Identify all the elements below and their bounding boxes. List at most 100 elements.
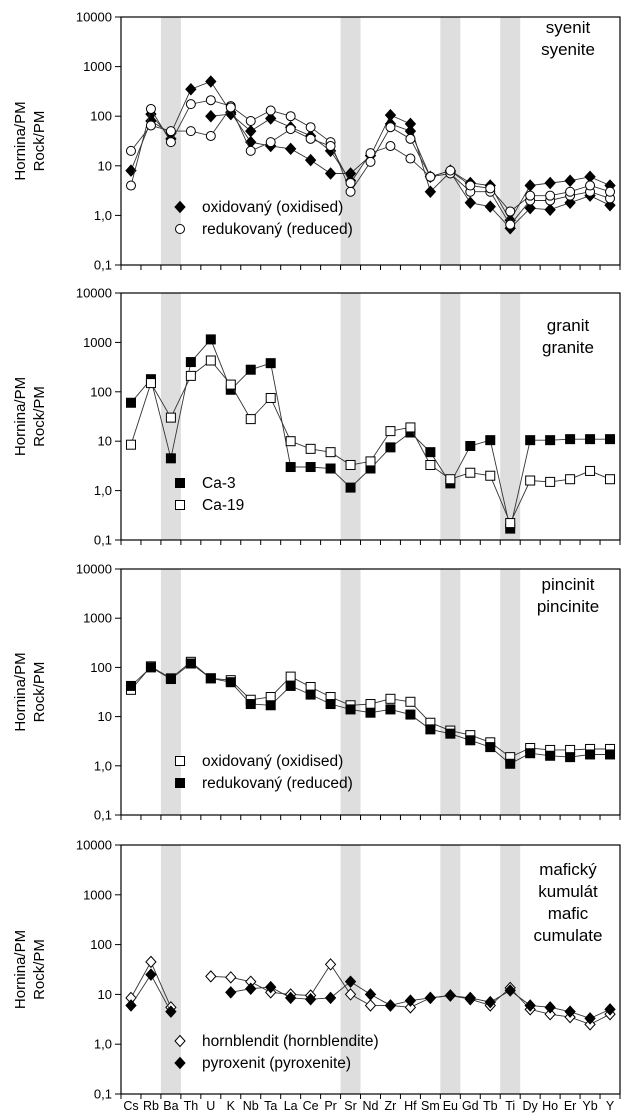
data-point-Cs bbox=[125, 397, 136, 408]
data-point-U bbox=[205, 75, 217, 88]
data-point-Sr bbox=[345, 459, 356, 470]
highlight-band-Eu bbox=[440, 845, 461, 1094]
x-tick-label-Zr: Zr bbox=[385, 1099, 397, 1113]
x-tick-label-Nb: Nb bbox=[243, 1099, 259, 1113]
data-point-Rb bbox=[145, 968, 157, 981]
panel-title: pincinite bbox=[537, 597, 599, 616]
highlight-band-Eu bbox=[440, 17, 461, 265]
data-point-Th bbox=[185, 370, 196, 381]
highlight-band-Sr bbox=[340, 845, 361, 1094]
panel-pincinite: 0,1 1,0 10 100 1000 10000 Hornina/PM Rock/PM pin… bbox=[12, 562, 621, 823]
y-tick-label: 10000 bbox=[76, 10, 112, 25]
y-tick-label: 1,0 bbox=[94, 1037, 112, 1052]
data-point-Sr bbox=[344, 975, 357, 988]
x-tick-label-Nd: Nd bbox=[363, 1099, 379, 1113]
x-tick-label-Ti: Ti bbox=[505, 1099, 515, 1113]
data-point-Er bbox=[564, 1005, 576, 1018]
x-tick-label-La: La bbox=[284, 1099, 298, 1113]
panel-title: syenite bbox=[541, 40, 595, 59]
y-tick-label: 0,1 bbox=[94, 533, 112, 548]
data-point-La bbox=[285, 436, 296, 447]
data-point-Er bbox=[564, 196, 576, 209]
legend-marker bbox=[174, 1034, 186, 1048]
data-point-Nb bbox=[245, 982, 257, 995]
x-tick-label-Hf: Hf bbox=[404, 1099, 417, 1113]
data-point-Pr bbox=[324, 167, 337, 180]
data-point-Er bbox=[565, 186, 576, 197]
highlight-band-Sr bbox=[340, 17, 361, 265]
data-point-Cs bbox=[125, 145, 136, 156]
data-point-Eu bbox=[445, 165, 456, 176]
y-tick-label: 10000 bbox=[76, 286, 112, 301]
data-point-Ba bbox=[165, 1005, 177, 1018]
panel-syenite: 0,1 1,0 10 100 1000 10000 Hornina/PM Rock/PM sye… bbox=[12, 10, 621, 273]
data-point-Tb bbox=[484, 995, 496, 1009]
x-tick-label-Yb: Yb bbox=[582, 1099, 597, 1113]
data-point-Dy bbox=[525, 435, 536, 446]
data-point-Hf bbox=[404, 1001, 417, 1014]
data-point-U bbox=[205, 970, 217, 983]
highlight-band-Eu bbox=[440, 569, 461, 815]
highlight-band-Sr bbox=[340, 293, 361, 540]
data-point-Gd bbox=[465, 180, 476, 191]
x-tick-label-Y: Y bbox=[606, 1099, 615, 1113]
legend-label: pyroxenit (pyroxenite) bbox=[202, 1055, 351, 1072]
data-point-Zr bbox=[384, 999, 397, 1012]
data-point-U bbox=[205, 109, 217, 123]
data-point-Gd bbox=[465, 467, 476, 478]
y-tick-label: 100 bbox=[90, 384, 112, 399]
data-point-U bbox=[205, 673, 216, 684]
panel-title: syenit bbox=[546, 18, 591, 37]
data-point-Ce bbox=[305, 462, 316, 473]
legend-marker bbox=[175, 500, 185, 510]
legend-marker bbox=[174, 1056, 186, 1070]
data-point-Ta bbox=[265, 692, 276, 703]
data-point-Cs bbox=[125, 180, 136, 191]
data-point-Gd bbox=[464, 991, 476, 1005]
highlight-band-Ti bbox=[500, 569, 521, 815]
data-point-K bbox=[225, 986, 237, 999]
y-axis-label: Rock/PM bbox=[31, 386, 48, 447]
data-point-Dy bbox=[525, 190, 536, 201]
x-tick-label-Cs: Cs bbox=[123, 1099, 138, 1113]
y-tick-label: 1000 bbox=[83, 887, 112, 902]
panel-granite: 0,1 1,0 10 100 1000 10000 Hornina/PM Rock/PM gra… bbox=[12, 286, 621, 548]
data-point-Er bbox=[565, 434, 576, 445]
data-point-Sm bbox=[425, 447, 436, 458]
data-point-La bbox=[285, 671, 296, 682]
data-point-La bbox=[285, 462, 296, 473]
y-tick-label: 10 bbox=[98, 434, 112, 449]
x-tick-label-Ta: Ta bbox=[264, 1099, 277, 1113]
data-point-Pr bbox=[325, 447, 336, 458]
data-point-Pr bbox=[325, 463, 336, 474]
data-point-Nd bbox=[364, 999, 377, 1012]
data-point-Ti bbox=[504, 984, 516, 997]
data-point-Pr bbox=[325, 141, 336, 152]
data-point-Ho bbox=[544, 1007, 556, 1021]
x-tick-label-Ba: Ba bbox=[163, 1099, 178, 1113]
panel-title: granit bbox=[547, 316, 590, 335]
x-tick-label-Ho: Ho bbox=[542, 1099, 558, 1113]
data-point-Hf bbox=[405, 422, 416, 433]
y-tick-label: 1000 bbox=[83, 611, 112, 626]
data-point-U bbox=[205, 130, 216, 141]
data-point-Ce bbox=[304, 992, 317, 1006]
data-point-Hf bbox=[405, 153, 416, 164]
data-point-Sm bbox=[424, 185, 437, 198]
legend-label: redukovaný (reduced) bbox=[202, 775, 353, 792]
x-tick-label-Tb: Tb bbox=[483, 1099, 498, 1113]
data-point-Ho bbox=[545, 190, 556, 201]
data-point-Eu bbox=[445, 474, 456, 485]
data-point-Sm bbox=[424, 991, 437, 1005]
data-point-Tb bbox=[485, 435, 496, 446]
data-point-Yb bbox=[585, 749, 596, 760]
data-point-Er bbox=[565, 474, 576, 485]
highlight-band-Ba bbox=[160, 845, 181, 1094]
legend-label: Ca-3 bbox=[202, 475, 236, 492]
data-point-Ta bbox=[265, 392, 276, 403]
legend-label: hornblendit (hornblendite) bbox=[202, 1033, 379, 1050]
y-tick-label: 1,0 bbox=[94, 483, 112, 498]
y-tick-label: 0,1 bbox=[94, 1087, 112, 1102]
legend-label: oxidovaný (oxidised) bbox=[202, 199, 343, 216]
data-point-Rb bbox=[145, 103, 156, 114]
